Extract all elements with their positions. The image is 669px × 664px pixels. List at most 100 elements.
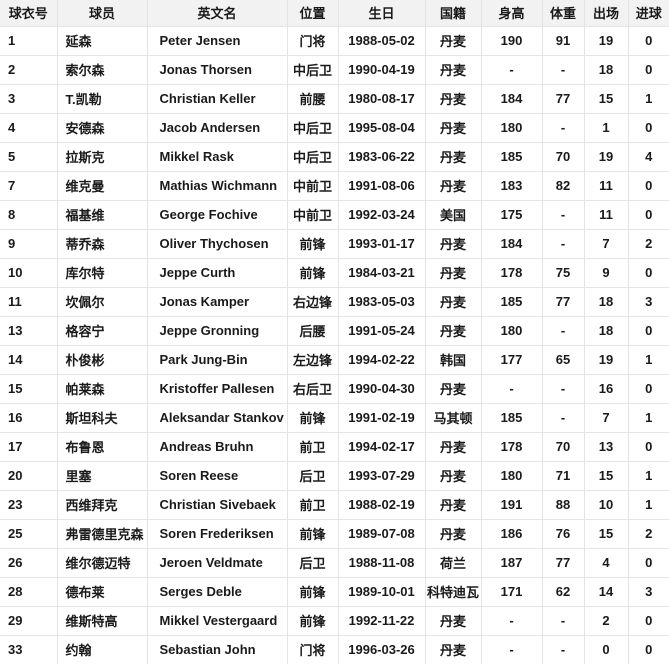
- cell-player: 斯坦科夫: [56, 402, 148, 433]
- cell-player: 朴俊彬: [56, 344, 148, 375]
- cell-birthday: 1988-02-19: [337, 489, 426, 520]
- cell-birthday: 1992-11-22: [337, 605, 426, 636]
- cell-name_en: Jeppe Gronning: [146, 315, 288, 346]
- cell-position: 后卫: [286, 460, 339, 491]
- table-row: 17 布鲁恩 Andreas Bruhn 前卫 1994-02-17 丹麦 178 70 13 0: [0, 431, 669, 462]
- cell-number: 33: [0, 634, 58, 664]
- cell-weight: -: [541, 373, 585, 404]
- cell-height: 178: [480, 257, 543, 288]
- cell-height: -: [480, 605, 543, 636]
- cell-nationality: 丹麦: [424, 54, 482, 85]
- cell-birthday: 1990-04-19: [337, 54, 426, 85]
- cell-nationality: 丹麦: [424, 489, 482, 520]
- cell-weight: 75: [541, 257, 585, 288]
- col-header-name_en: 英文名: [146, 0, 288, 27]
- cell-nationality: 丹麦: [424, 170, 482, 201]
- col-header-height: 身高: [480, 0, 543, 27]
- cell-nationality: 丹麦: [424, 605, 482, 636]
- cell-name_en: Andreas Bruhn: [146, 431, 288, 462]
- cell-player: 安德森: [56, 112, 148, 143]
- cell-goals: 0: [627, 54, 669, 85]
- cell-player: 蒂乔森: [56, 228, 148, 259]
- col-header-goals: 进球: [627, 0, 669, 27]
- cell-name_en: Jonas Kamper: [146, 286, 288, 317]
- cell-appearances: 2: [583, 605, 629, 636]
- cell-player: 西维拜克: [56, 489, 148, 520]
- cell-position: 门将: [286, 25, 339, 56]
- cell-goals: 1: [627, 344, 669, 375]
- cell-appearances: 1: [583, 112, 629, 143]
- cell-player: 德布莱: [56, 576, 148, 607]
- cell-number: 17: [0, 431, 58, 462]
- cell-weight: -: [541, 315, 585, 346]
- col-header-nationality: 国籍: [424, 0, 482, 27]
- table-row: 33 约翰 Sebastian John 门将 1996-03-26 丹麦 - -0 0: [0, 634, 669, 664]
- cell-position: 右边锋: [286, 286, 339, 317]
- cell-position: 前锋: [286, 605, 339, 636]
- cell-player: T.凯勒: [56, 83, 148, 114]
- cell-goals: 0: [627, 547, 669, 578]
- table-row: 23 西维拜克 Christian Sivebaek 前卫 1988-02-19 丹麦 19…: [0, 489, 669, 520]
- col-header-number: 球衣号: [0, 0, 58, 27]
- cell-position: 前锋: [286, 518, 339, 549]
- cell-player: 坎佩尔: [56, 286, 148, 317]
- cell-nationality: 丹麦: [424, 286, 482, 317]
- cell-weight: 91: [541, 25, 585, 56]
- cell-weight: -: [541, 605, 585, 636]
- table-row: 5 拉斯克 Mikkel Rask 中后卫 1983-06-22 丹麦 185 70 19 4: [0, 141, 669, 172]
- cell-name_en: Soren Frederiksen: [146, 518, 288, 549]
- cell-weight: 77: [541, 83, 585, 114]
- cell-weight: -: [541, 54, 585, 85]
- cell-name_en: George Fochive: [146, 199, 288, 230]
- cell-birthday: 1989-10-01: [337, 576, 426, 607]
- cell-height: 171: [480, 576, 543, 607]
- cell-height: 184: [480, 228, 543, 259]
- cell-nationality: 丹麦: [424, 141, 482, 172]
- cell-goals: 0: [627, 257, 669, 288]
- table-row: 25 弗雷德里克森 Soren Frederiksen 前锋 1989-07-08 丹麦 1…: [0, 518, 669, 549]
- cell-player: 里塞: [56, 460, 148, 491]
- cell-number: 29: [0, 605, 58, 636]
- cell-number: 10: [0, 257, 58, 288]
- cell-appearances: 16: [583, 373, 629, 404]
- cell-goals: 1: [627, 83, 669, 114]
- cell-position: 前锋: [286, 257, 339, 288]
- cell-position: 前锋: [286, 576, 339, 607]
- cell-goals: 0: [627, 431, 669, 462]
- cell-goals: 2: [627, 228, 669, 259]
- cell-name_en: Jonas Thorsen: [146, 54, 288, 85]
- cell-number: 20: [0, 460, 58, 491]
- cell-name_en: Jeppe Curth: [146, 257, 288, 288]
- table-row: 2 索尔森 Jonas Thorsen 中后卫 1990-04-19 丹麦 - -18 0: [0, 54, 669, 85]
- cell-height: 178: [480, 431, 543, 462]
- cell-appearances: 19: [583, 344, 629, 375]
- cell-weight: 77: [541, 286, 585, 317]
- cell-appearances: 15: [583, 518, 629, 549]
- cell-appearances: 11: [583, 170, 629, 201]
- cell-nationality: 丹麦: [424, 460, 482, 491]
- cell-appearances: 10: [583, 489, 629, 520]
- col-header-appearances: 出场: [583, 0, 629, 27]
- cell-position: 后腰: [286, 315, 339, 346]
- cell-height: -: [480, 54, 543, 85]
- cell-height: -: [480, 634, 543, 664]
- cell-goals: 0: [627, 634, 669, 664]
- cell-name_en: Mikkel Vestergaard: [146, 605, 288, 636]
- cell-number: 11: [0, 286, 58, 317]
- cell-number: 16: [0, 402, 58, 433]
- col-header-birthday: 生日: [337, 0, 426, 27]
- cell-player: 索尔森: [56, 54, 148, 85]
- table-row: 15 帕莱森 Kristoffer Pallesen 右后卫 1990-04-30 丹麦 -…: [0, 373, 669, 404]
- cell-name_en: Christian Sivebaek: [146, 489, 288, 520]
- table-row: 7 维克曼 Mathias Wichmann 中前卫 1991-08-06 丹麦 183 82…: [0, 170, 669, 201]
- cell-height: 183: [480, 170, 543, 201]
- cell-goals: 1: [627, 460, 669, 491]
- cell-player: 布鲁恩: [56, 431, 148, 462]
- cell-goals: 4: [627, 141, 669, 172]
- cell-appearances: 0: [583, 634, 629, 664]
- cell-weight: -: [541, 112, 585, 143]
- cell-player: 帕莱森: [56, 373, 148, 404]
- cell-player: 弗雷德里克森: [56, 518, 148, 549]
- cell-goals: 3: [627, 286, 669, 317]
- cell-birthday: 1983-06-22: [337, 141, 426, 172]
